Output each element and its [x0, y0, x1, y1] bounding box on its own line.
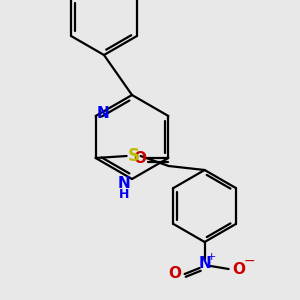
Text: −: −: [244, 254, 255, 268]
Text: N: N: [96, 106, 109, 121]
Text: O: O: [168, 266, 181, 281]
Text: O: O: [232, 262, 245, 277]
Text: O: O: [133, 151, 146, 166]
Text: N: N: [118, 176, 130, 191]
Text: N: N: [198, 256, 211, 272]
Text: H: H: [119, 188, 129, 202]
Text: +: +: [207, 252, 216, 262]
Text: S: S: [128, 147, 140, 165]
